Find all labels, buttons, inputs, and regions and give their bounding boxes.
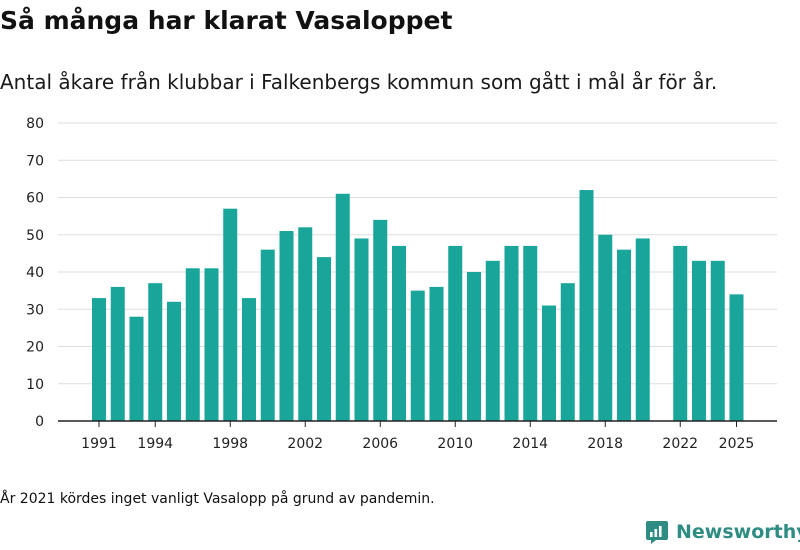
- x-tick-label: 2002: [287, 436, 323, 452]
- y-tick-label: 30: [26, 302, 44, 318]
- x-tick-label: 2006: [362, 436, 398, 452]
- y-tick-label: 70: [26, 153, 44, 169]
- y-tick-label: 40: [26, 265, 44, 281]
- bar-2025[interactable]: [729, 294, 744, 421]
- chart-subtitle: Antal åkare från klubbar i Falkenbergs k…: [0, 70, 718, 94]
- bar-1992[interactable]: [110, 286, 125, 421]
- bar-1999[interactable]: [242, 298, 256, 421]
- x-tick-label: 1994: [137, 436, 173, 452]
- bar-2018[interactable]: [598, 234, 613, 421]
- x-tick-label: 1998: [212, 436, 248, 452]
- bar-1991[interactable]: [92, 298, 106, 421]
- y-axis-ticks: 0 10 20 30 40 50 60 70 80: [26, 116, 44, 430]
- bar-2013[interactable]: [504, 245, 519, 421]
- bar-2006[interactable]: [373, 219, 388, 421]
- bar-1996[interactable]: [185, 268, 200, 421]
- bar-2002[interactable]: [298, 227, 313, 421]
- bar-2008[interactable]: [410, 290, 425, 421]
- newsworthy-logo-icon: [646, 521, 668, 544]
- bar-2020[interactable]: [635, 238, 650, 421]
- chart-title: Så många har klarat Vasaloppet: [0, 6, 453, 35]
- x-tick-label: 2018: [587, 436, 623, 452]
- bar-2010[interactable]: [448, 245, 463, 421]
- brand-name: Newsworthy: [676, 521, 800, 543]
- x-tick-label: 2014: [512, 436, 548, 452]
- bar-2016[interactable]: [560, 283, 575, 421]
- bar-2005[interactable]: [354, 238, 369, 421]
- bar-1998[interactable]: [223, 208, 238, 421]
- x-tick-label: 2010: [437, 436, 473, 452]
- bar-2001[interactable]: [279, 231, 294, 421]
- y-tick-label: 0: [35, 414, 44, 430]
- bar-1995[interactable]: [167, 301, 181, 421]
- y-tick-label: 60: [26, 191, 44, 207]
- bar-2022[interactable]: [673, 245, 688, 421]
- y-tick-label: 10: [26, 377, 44, 393]
- x-tick-label: 2025: [719, 436, 755, 452]
- bar-2004[interactable]: [335, 193, 350, 421]
- bar-2009[interactable]: [429, 286, 444, 421]
- bar-2011[interactable]: [467, 272, 481, 421]
- bar-chart: 0 10 20 30 40 50 60 70 80 1991 1994 1998 2002 2006 20…: [26, 116, 777, 452]
- bar-2017[interactable]: [579, 190, 594, 421]
- bar-2015[interactable]: [542, 305, 556, 421]
- x-tick-label: 1991: [81, 436, 117, 452]
- bar-2007[interactable]: [392, 245, 406, 421]
- bar-1997[interactable]: [204, 268, 219, 421]
- y-tick-label: 50: [26, 228, 44, 244]
- bar-1993[interactable]: [129, 316, 144, 421]
- y-tick-label: 20: [26, 340, 44, 356]
- bar-2000[interactable]: [260, 249, 275, 421]
- bars: [92, 190, 744, 421]
- bar-2014[interactable]: [523, 245, 538, 421]
- bar-2012[interactable]: [485, 260, 500, 421]
- x-axis: 1991 1994 1998 2002 2006 2010 2014 2018 2022 2025: [58, 420, 777, 452]
- bar-1994[interactable]: [148, 283, 163, 421]
- bar-2019[interactable]: [617, 249, 631, 421]
- bar-2024[interactable]: [710, 260, 725, 421]
- y-tick-label: 80: [26, 116, 44, 132]
- bar-2003[interactable]: [317, 257, 331, 421]
- footnote: År 2021 kördes inget vanligt Vasalopp på…: [0, 491, 435, 507]
- bar-2023[interactable]: [692, 260, 706, 421]
- x-tick-label: 2022: [662, 436, 698, 452]
- brand[interactable]: Newsworthy: [645, 519, 800, 545]
